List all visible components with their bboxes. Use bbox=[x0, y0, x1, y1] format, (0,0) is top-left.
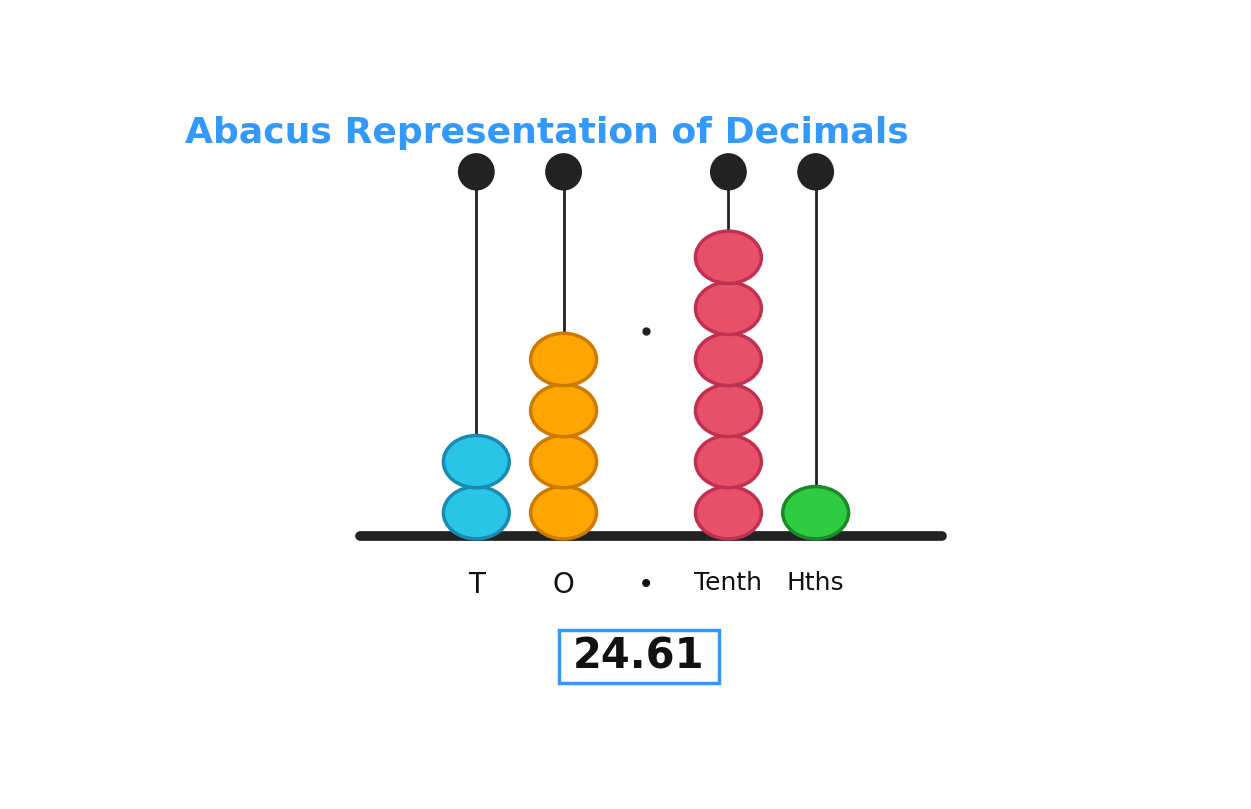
Ellipse shape bbox=[696, 333, 762, 386]
Ellipse shape bbox=[696, 435, 762, 488]
Ellipse shape bbox=[797, 153, 834, 191]
Ellipse shape bbox=[443, 486, 509, 539]
Text: Tenth: Tenth bbox=[694, 570, 762, 595]
Ellipse shape bbox=[530, 384, 597, 437]
Ellipse shape bbox=[530, 435, 597, 488]
Text: O: O bbox=[553, 570, 574, 599]
Text: Hths: Hths bbox=[787, 570, 844, 595]
Ellipse shape bbox=[530, 486, 597, 539]
FancyBboxPatch shape bbox=[559, 629, 718, 683]
Text: •: • bbox=[638, 570, 654, 599]
Ellipse shape bbox=[545, 153, 582, 191]
Text: 24.61: 24.61 bbox=[573, 635, 704, 677]
Ellipse shape bbox=[696, 486, 762, 539]
Ellipse shape bbox=[711, 153, 747, 191]
Ellipse shape bbox=[696, 384, 762, 437]
Point bbox=[636, 324, 656, 337]
Ellipse shape bbox=[458, 153, 494, 191]
Ellipse shape bbox=[783, 486, 848, 539]
Ellipse shape bbox=[443, 435, 509, 488]
Text: Abacus Representation of Decimals: Abacus Representation of Decimals bbox=[185, 116, 909, 150]
Ellipse shape bbox=[530, 333, 597, 386]
Ellipse shape bbox=[696, 282, 762, 335]
Text: T: T bbox=[468, 570, 484, 599]
Ellipse shape bbox=[696, 231, 762, 283]
